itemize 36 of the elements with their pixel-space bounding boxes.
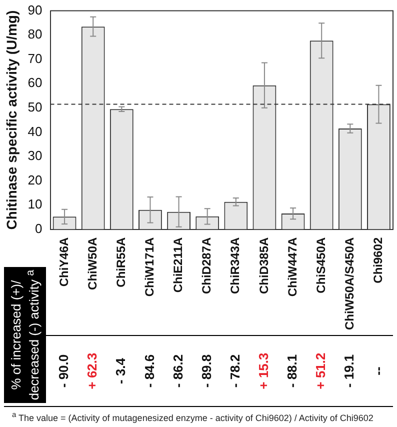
x-tick-label: ChiD287A [200, 236, 214, 294]
x-tick-label: ChiY46A [56, 236, 71, 287]
text: - 86.2 [170, 354, 186, 388]
text: $^{a}$ The value = (Activity of mutagenesized enzyme - activity of Chi9602) / Activity of Chi9602 [12, 410, 374, 423]
text: + 62.3 [84, 352, 100, 390]
y-tick-label: 0 [35, 220, 42, 236]
text: - 78.2 [227, 354, 242, 388]
text: -- [370, 366, 386, 376]
y-tick-label: 20 [28, 172, 42, 188]
text: - 89.8 [198, 354, 214, 388]
x-tick-label: ChiS450A [314, 236, 328, 294]
text: - 19.1 [342, 354, 357, 388]
y-tick-label: 90 [28, 2, 42, 18]
text: + 51.2 [313, 352, 328, 390]
x-tick-label: ChiR343A [228, 236, 242, 294]
y-tick-label: 30 [28, 148, 42, 164]
text: - 84.6 [142, 354, 157, 388]
text: + 15.3 [256, 352, 272, 390]
x-tick-label: ChiW50A/S450A [342, 236, 356, 330]
x-tick-label: ChiW171A [142, 236, 157, 297]
x-tick-label: ChiW447A [285, 236, 300, 297]
x-tick-label: ChiR55A [114, 236, 128, 288]
text: - 3.4 [113, 357, 128, 384]
text: - 90.0 [56, 354, 72, 388]
x-tick-label: ChiE211A [171, 236, 186, 293]
y-axis-title: Chitinase specific activity (U/mg) [3, 10, 20, 230]
x-tick-label: ChiD385A [256, 236, 271, 294]
y-tick-label: 80 [28, 26, 42, 42]
x-tick-label: Chi9602 [371, 236, 386, 284]
y-tick-label: 10 [28, 196, 42, 212]
y-tick-label: 40 [28, 124, 42, 139]
x-tick-label: ChiW50A [85, 236, 100, 290]
y-tick-label: 60 [28, 75, 42, 90]
y-tick-label: 70 [28, 50, 42, 66]
text: - 88.1 [284, 354, 300, 388]
y-tick-label: 50 [28, 99, 42, 114]
